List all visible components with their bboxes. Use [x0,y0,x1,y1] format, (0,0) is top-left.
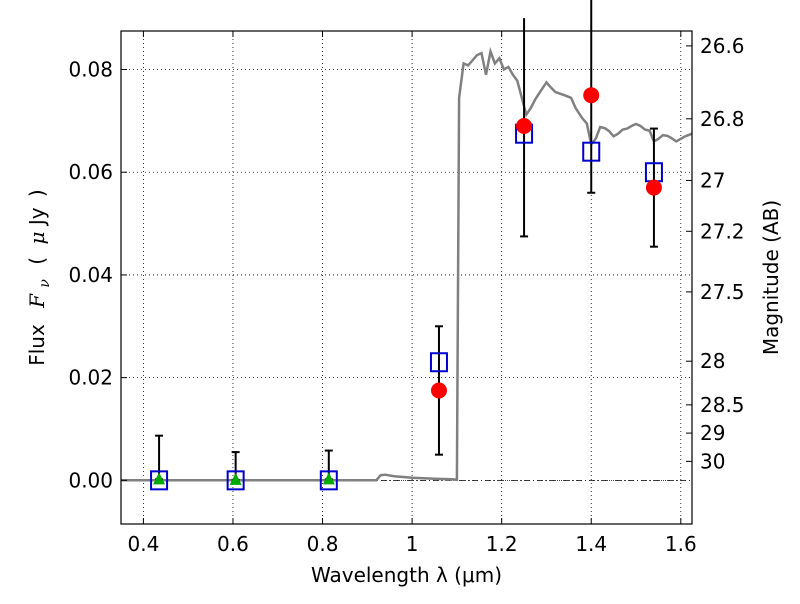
triangle-marker [229,472,242,485]
y-tick-label: 0.04 [68,263,113,287]
y-tick-label: 0.06 [68,160,113,184]
y-axis-title-symbol: F [25,293,49,309]
y-axis-title-subscript: ν [37,279,53,288]
y2-tick-label: 27.2 [700,219,745,243]
y2-axis-title: Magnitude (AB) [759,200,783,355]
square-marker [226,470,245,491]
y2-tick-label: 27 [700,168,725,192]
y2-tick-label: 30 [700,449,725,473]
circle-marker [516,118,533,135]
y2-tick-label: 26.8 [700,107,745,131]
circle-marker [430,382,447,399]
y2-tick-label: 28.5 [700,393,745,417]
x-tick-label: 1.6 [665,532,697,556]
triangle-marker [322,472,335,485]
y2-tick-label: 26.6 [700,34,745,58]
circle-marker [583,87,600,104]
plot-frame [120,30,693,525]
y-tick-label: 0.02 [68,366,113,390]
y2-tick-label: 27.5 [700,280,745,304]
y-axis-title-open-paren: ( [25,257,49,265]
square-marker [429,352,448,373]
y2-tick-label: 28 [700,349,725,373]
square-marker [582,141,601,162]
triangle-marker [153,472,166,485]
ticks: 0.4 0.6 0.8 1 1.2 1.4 1.6 0.00 0.02 0.04 0.06 0.08 2… [68,31,745,556]
y-tick-label: 0.00 [68,468,113,492]
y2-tick-label: 29 [700,421,725,445]
y-axis-title-mu: μ [25,232,49,245]
plot-area [121,0,693,491]
x-axis-title: Wavelength λ (μm) [311,563,502,587]
y-axis-title-flux: Flux [25,324,49,366]
y-axis-title-unit: Jy [25,207,49,227]
x-tick-label: 0.6 [217,532,249,556]
x-tick-label: 0.4 [127,532,159,556]
y-axis-title: Flux F ν ( μ Jy ) [25,189,54,366]
square-marker [150,470,169,491]
circle-marker [645,179,662,196]
model-spectrum-line [121,46,693,482]
x-tick-label: 1.2 [486,532,518,556]
square-marker [319,470,338,491]
x-tick-label: 1 [406,532,419,556]
x-tick-label: 1.4 [575,532,607,556]
y-axis-title-close-paren: ) [25,189,49,197]
y-tick-label: 0.08 [68,58,113,82]
x-tick-label: 0.8 [307,532,339,556]
